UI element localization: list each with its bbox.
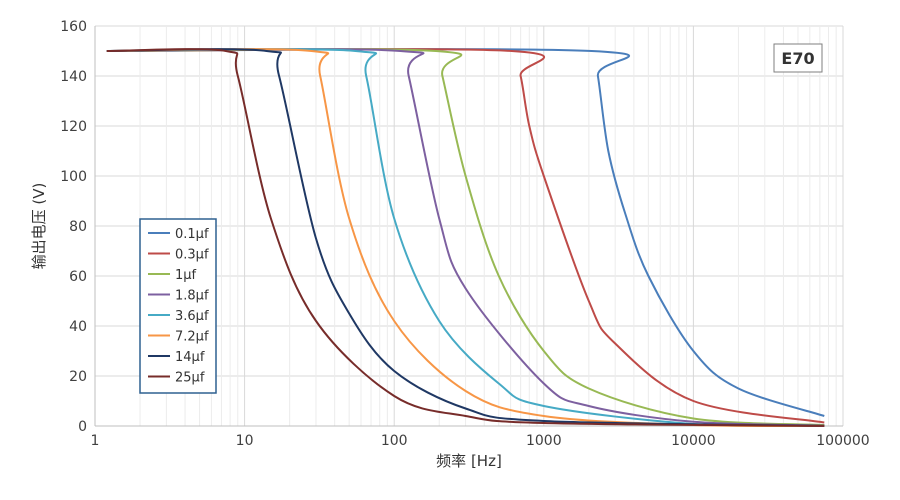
legend-label: 3.6µf <box>175 309 209 324</box>
y-tick-label: 100 <box>60 169 87 185</box>
x-tick-label: 1 <box>91 433 100 449</box>
y-tick-label: 20 <box>69 369 87 385</box>
y-tick-label: 140 <box>60 69 87 85</box>
e70-badge: E70 <box>773 43 823 73</box>
legend-label: 1.8µf <box>175 289 209 304</box>
series-lines <box>106 48 825 428</box>
x-tick-label: 100000 <box>816 433 869 449</box>
x-tick-label: 10000 <box>671 433 716 449</box>
x-tick-label: 100 <box>381 433 408 449</box>
series-line-1.8µf <box>106 48 825 427</box>
x-tick-labels: 1 10 100 1000 10000 100000 <box>91 433 870 449</box>
x-axis-title: 频率 [Hz] <box>436 452 502 470</box>
legend-label: 0.3µf <box>175 248 209 263</box>
e70-badge-label: E70 <box>781 49 814 68</box>
series-line-14µf <box>106 48 825 427</box>
y-tick-labels: 0 20 40 60 80 100 120 140 160 <box>60 19 87 435</box>
series-line-3.6µf <box>106 48 825 428</box>
legend-label: 0.1µf <box>175 227 209 242</box>
x-tick-label: 10 <box>236 433 254 449</box>
y-tick-label: 120 <box>60 119 87 135</box>
legend-label: 7.2µf <box>175 330 209 345</box>
y-tick-label: 40 <box>69 319 87 335</box>
y-tick-label: 60 <box>69 269 87 285</box>
y-tick-label: 160 <box>60 19 87 35</box>
legend: 0.1µf 0.3µf 1µf 1.8µf 3.6µf 7.2µf 14µf 25µf <box>139 218 217 394</box>
x-tick-label: 1000 <box>526 433 562 449</box>
series-line-25µf <box>106 48 825 427</box>
y-axis-title: 输出电压 (V) <box>30 183 48 270</box>
legend-box <box>139 218 217 394</box>
legend-label: 14µf <box>175 350 205 365</box>
series-line-0.3µf <box>106 48 825 424</box>
legend-label: 1µf <box>175 268 197 283</box>
y-tick-label: 80 <box>69 219 87 235</box>
y-tick-label: 0 <box>78 419 87 435</box>
legend-label: 25µf <box>175 371 205 386</box>
series-line-1µf <box>106 48 825 426</box>
e70-badge-box <box>773 43 823 73</box>
